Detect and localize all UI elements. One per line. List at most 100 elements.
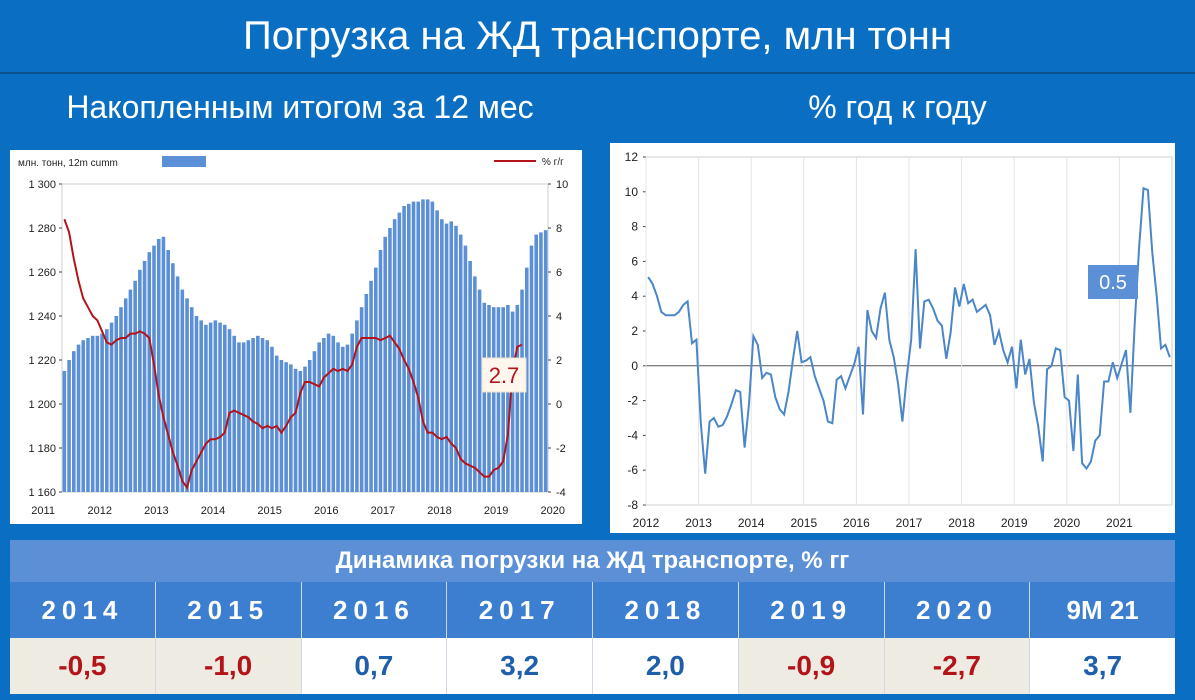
bar [345, 344, 350, 492]
y-right-tick-label: 6 [556, 267, 562, 279]
y-right-tick-label: -4 [556, 487, 566, 499]
y-right-tick-label: 10 [556, 179, 568, 191]
bar [232, 335, 237, 492]
x-tick-label: 2013 [685, 516, 712, 530]
table-value-cell: 3,7 [1030, 638, 1175, 694]
x-tick-label: 2012 [633, 516, 660, 530]
yoy-chart: -8 -6 -4 -2 0 2 4 6 8 10 12 2012 2013 2014 2015 2016 201… [625, 150, 1173, 530]
annotation-value: 2.7 [489, 363, 520, 388]
x-tick-label: 2019 [484, 505, 508, 517]
bar [491, 307, 496, 492]
bar [534, 234, 538, 492]
bar [171, 263, 175, 492]
bar [331, 335, 336, 492]
bar [501, 307, 505, 492]
table-value-cell: -0,9 [738, 638, 885, 694]
bar [435, 210, 439, 492]
bar [468, 261, 472, 492]
table-value-cell: -0,5 [10, 638, 156, 694]
bar [142, 261, 147, 492]
y-left-tick-label: 1 220 [28, 355, 56, 367]
bar [293, 368, 298, 492]
bar [416, 201, 421, 492]
bar [307, 360, 312, 492]
bar [397, 212, 402, 492]
bar [421, 199, 425, 492]
bar [86, 338, 90, 492]
legend-swatch-bars [162, 156, 206, 167]
bar [72, 351, 76, 492]
table-value-cell: -2,7 [884, 638, 1031, 694]
table-value-cell: 0,7 [301, 638, 448, 694]
bar [251, 338, 255, 492]
y-left-tick-label: 1 160 [28, 487, 56, 499]
x-tick-label: 2016 [314, 505, 338, 517]
bar [95, 335, 100, 492]
y-right-tick-label: 0 [556, 399, 562, 411]
y-right-tick-label: 8 [556, 223, 562, 235]
bar [539, 232, 543, 492]
bar [175, 276, 180, 492]
x-tick-label: 2018 [427, 505, 451, 517]
bar [340, 346, 345, 492]
table-header-cell: 2018 [593, 582, 739, 638]
x-tick-label: 2014 [201, 505, 225, 517]
title-bar: Погрузка на ЖД транспорте, млн тонн [0, 0, 1195, 74]
bar [529, 245, 534, 492]
bar [279, 360, 284, 492]
bar [208, 322, 213, 492]
x-tick-label: 2016 [843, 516, 870, 530]
annotation-box [1088, 265, 1138, 299]
bar [81, 340, 86, 492]
y-tick-label: 4 [631, 289, 638, 303]
y-left-tick-label: 1 280 [28, 223, 56, 235]
y-left-tick-label: 1 200 [28, 399, 56, 411]
y-left-tick-label: 1 240 [28, 311, 56, 323]
bar [62, 371, 67, 492]
bar [204, 324, 208, 492]
y-right-tick-label: -2 [556, 443, 566, 455]
series-line-yoy [63, 218, 523, 490]
bar [496, 307, 501, 492]
table-header-cell: 2016 [301, 582, 448, 638]
table-value-cell: 2,0 [593, 638, 739, 694]
bar [350, 333, 354, 492]
bar [289, 364, 293, 492]
bar [487, 305, 491, 492]
y-left-tick-label: 1 300 [28, 179, 56, 191]
bar [109, 322, 114, 492]
bar [218, 322, 222, 492]
bar [440, 219, 444, 492]
y-tick-label: -8 [627, 498, 638, 512]
yoy-chart-panel: -8 -6 -4 -2 0 2 4 6 8 10 12 2012 2013 2014 2015 2016 201… [610, 143, 1175, 533]
bar [317, 342, 321, 492]
bar [378, 250, 383, 492]
bar [227, 329, 232, 492]
x-tick-label: 2017 [896, 516, 923, 530]
cumulative-chart-panel: 1 160 1 180 1 200 1 220 1 240 1 260 1 280 1 300… [10, 150, 622, 524]
y-tick-label: 2 [631, 324, 638, 338]
table-value-row: -0,5 -1,0 0,7 3,2 2,0 -0,9 -2,7 3,7 [10, 638, 1175, 694]
bar [156, 239, 161, 492]
bar [237, 342, 241, 492]
y-tick-label: 12 [625, 150, 639, 164]
y-tick-label: 8 [631, 220, 638, 234]
bar [515, 305, 520, 492]
bar [213, 320, 218, 492]
bar [326, 333, 331, 492]
bar [425, 199, 430, 492]
bar [105, 329, 109, 492]
x-tick-label: 2014 [738, 516, 765, 530]
subtitle-right: % год к году [808, 88, 987, 125]
x-tick-label: 2019 [1001, 516, 1028, 530]
bar [222, 324, 227, 492]
bar [411, 201, 416, 492]
y-right-tick-label: 2 [556, 355, 562, 367]
bar [454, 225, 458, 493]
bar [256, 335, 260, 492]
bar [138, 269, 142, 492]
bar [402, 206, 406, 492]
table-value-cell: 3,2 [447, 638, 593, 694]
bar [312, 351, 317, 492]
bar [194, 316, 199, 492]
